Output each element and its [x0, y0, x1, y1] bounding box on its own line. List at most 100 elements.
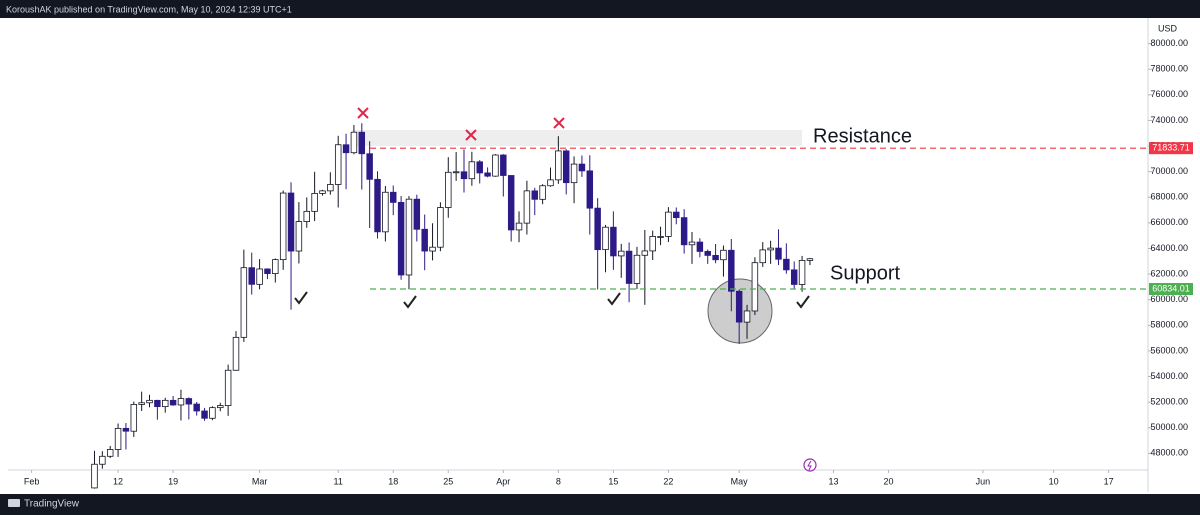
- x-marker: [465, 129, 477, 141]
- candle-body: [319, 190, 326, 194]
- footer-logo[interactable]: TradingView: [8, 499, 80, 510]
- candle-body: [586, 170, 594, 209]
- candle: [452, 152, 460, 181]
- candle-body: [162, 399, 169, 408]
- candle-body: [720, 249, 727, 261]
- y-tick-label: 64000.00: [1150, 243, 1188, 253]
- x-tick-label: 17: [1104, 476, 1114, 486]
- candle-body: [507, 175, 515, 231]
- candle: [696, 238, 704, 258]
- candle-body: [641, 250, 649, 256]
- candle-body: [217, 405, 224, 409]
- candle: [154, 399, 161, 420]
- candle: [798, 255, 806, 292]
- candle: [99, 451, 106, 469]
- candle-body: [248, 267, 255, 285]
- candle: [193, 402, 200, 416]
- candle-body: [295, 221, 303, 252]
- header-bar: [0, 0, 1200, 18]
- candle-body: [397, 201, 405, 276]
- x-tick-label: 25: [443, 476, 453, 486]
- candle-body: [99, 455, 106, 465]
- candle-body: [515, 222, 523, 231]
- candle: [114, 423, 122, 457]
- icon-ring: [803, 458, 817, 472]
- x-tick-label: 11: [334, 476, 343, 486]
- candle: [421, 214, 428, 271]
- candle-body: [91, 463, 98, 489]
- candle: [751, 257, 759, 316]
- y-tick-label: 68000.00: [1150, 192, 1188, 202]
- candle: [397, 195, 405, 280]
- candle-body: [523, 190, 531, 224]
- candle: [641, 229, 649, 305]
- candle: [704, 249, 711, 264]
- candle-body: [264, 268, 271, 274]
- candle-body: [366, 153, 373, 180]
- candle: [665, 207, 672, 242]
- x-tick-label: 22: [663, 476, 673, 486]
- candle: [279, 190, 287, 270]
- candle-body: [712, 254, 719, 261]
- candle-body: [555, 150, 562, 181]
- candle-body: [334, 144, 342, 185]
- x-tick-label: 12: [113, 476, 123, 486]
- candle-body: [743, 310, 751, 323]
- candle-body: [759, 249, 766, 264]
- candle-body: [547, 179, 554, 187]
- candle-body: [106, 449, 114, 457]
- candle: [790, 261, 798, 289]
- candle: [468, 151, 476, 186]
- candle: [445, 157, 452, 218]
- candle: [169, 395, 177, 406]
- candle: [492, 154, 499, 177]
- check-marker: [607, 292, 621, 306]
- candle: [130, 401, 138, 437]
- check-marker: [294, 291, 308, 305]
- lightning-icon[interactable]: [803, 458, 817, 472]
- y-tick-label: 70000.00: [1150, 166, 1188, 176]
- y-tick-label: 54000.00: [1150, 371, 1188, 381]
- candle: [735, 289, 743, 344]
- candle-body: [146, 399, 153, 404]
- candle-body: [240, 267, 248, 338]
- y-tick-label: 74000.00: [1150, 115, 1188, 125]
- candle: [602, 224, 609, 273]
- candle: [232, 331, 240, 371]
- candle: [578, 155, 586, 177]
- check-markers: [294, 291, 810, 309]
- level-price-box: [1149, 142, 1193, 155]
- candle-body: [492, 154, 499, 177]
- x-tick-label: Mar: [252, 476, 268, 486]
- y-tick-label: 66000.00: [1150, 217, 1188, 227]
- x-markers: [357, 107, 565, 141]
- footer-bar: [0, 494, 1200, 515]
- candle: [570, 156, 578, 204]
- candle-body: [460, 171, 468, 180]
- candle-body: [633, 254, 641, 284]
- candle-body: [232, 336, 240, 371]
- candle-body: [437, 207, 444, 248]
- level-price-label: 60834.01: [1152, 283, 1190, 293]
- candle-body: [272, 259, 279, 274]
- x-tick-label: May: [731, 476, 749, 486]
- candle-body: [790, 269, 798, 285]
- candle: [633, 246, 641, 290]
- y-tick-label: 56000.00: [1150, 345, 1188, 355]
- candle-body: [468, 161, 476, 180]
- header-text: KoroushAK published on TradingView.com, …: [6, 4, 292, 14]
- candle-body: [287, 192, 295, 252]
- candle: [272, 258, 279, 283]
- candle: [162, 397, 169, 413]
- candle-body: [570, 163, 578, 184]
- candle-body: [610, 226, 617, 257]
- y-tick-label: 58000.00: [1150, 320, 1188, 330]
- candle-body: [342, 144, 350, 154]
- candle: [350, 125, 358, 155]
- candle: [586, 155, 594, 235]
- candle-body: [673, 211, 680, 219]
- candle-body: [767, 247, 774, 251]
- x-tick-label: Apr: [496, 476, 510, 486]
- candle-body: [594, 207, 601, 251]
